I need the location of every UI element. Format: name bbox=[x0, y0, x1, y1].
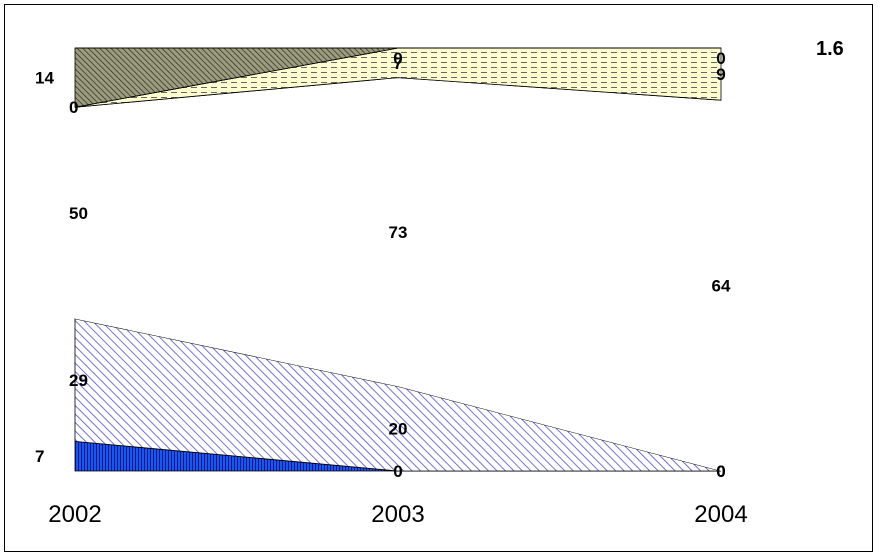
data-label: 0 bbox=[69, 98, 78, 117]
data-label: 64 bbox=[712, 277, 731, 296]
data-label: 20 bbox=[389, 420, 408, 439]
data-label: 29 bbox=[69, 371, 88, 390]
data-label: 7 bbox=[35, 447, 44, 466]
x-tick-label: 2002 bbox=[48, 501, 101, 528]
x-tick-label: 2004 bbox=[694, 501, 747, 528]
data-label: 50 bbox=[69, 204, 88, 223]
data-label: 0 bbox=[716, 462, 725, 481]
x-tick-label: 2003 bbox=[371, 501, 424, 528]
data-label: 9 bbox=[716, 65, 725, 84]
page-number: 1.6 bbox=[816, 38, 844, 60]
data-label: 14 bbox=[35, 69, 54, 88]
data-label: 0 bbox=[393, 49, 402, 68]
data-label: 73 bbox=[389, 223, 408, 242]
data-label: 0 bbox=[716, 462, 725, 481]
data-label: 0 bbox=[716, 49, 725, 68]
data-label: 0 bbox=[393, 462, 402, 481]
area-series-3 bbox=[75, 77, 721, 471]
data-label: 7 bbox=[393, 54, 402, 73]
